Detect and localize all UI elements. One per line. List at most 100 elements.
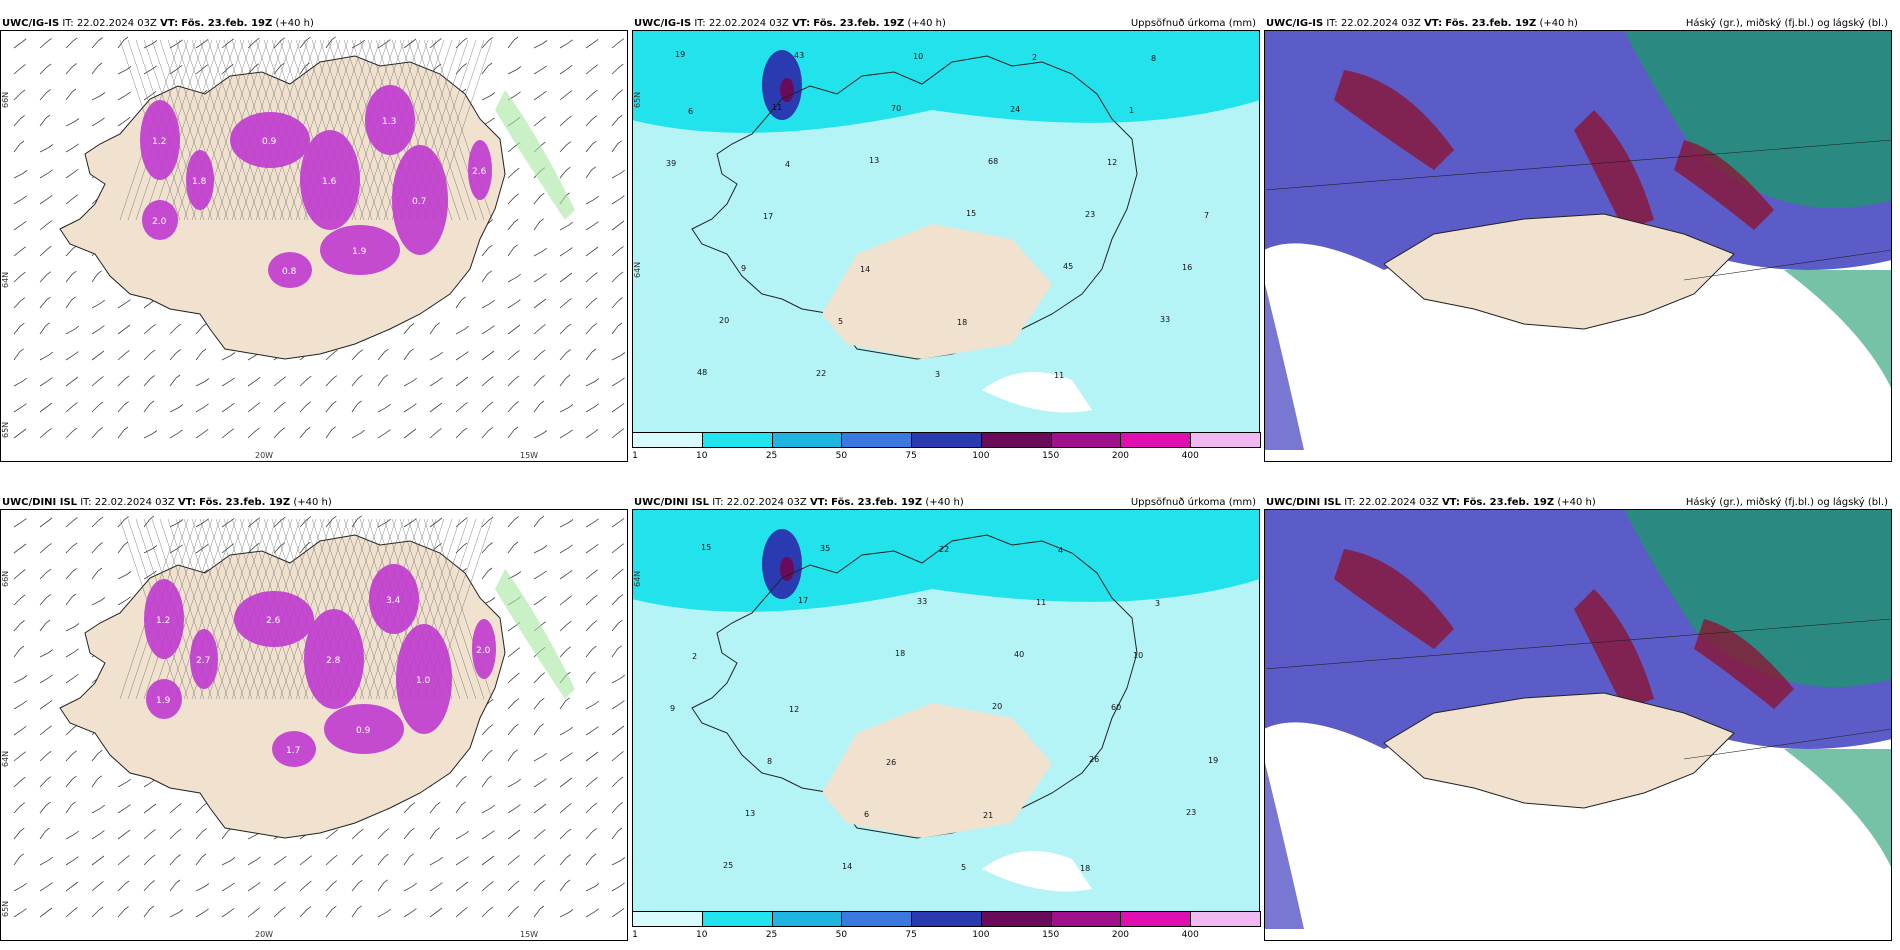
wind-barb bbox=[91, 830, 105, 840]
wind-barb bbox=[169, 374, 181, 387]
wind-barb bbox=[143, 400, 155, 413]
precip-value-label: 5 bbox=[961, 863, 966, 872]
wind-barb bbox=[611, 402, 625, 413]
wind-barb bbox=[507, 723, 519, 736]
wind-barb bbox=[585, 518, 599, 528]
wind-barb bbox=[611, 802, 623, 814]
snow-area bbox=[365, 85, 415, 155]
wind-barb bbox=[585, 543, 599, 554]
wind-barb bbox=[13, 195, 27, 205]
wind-barb bbox=[39, 725, 53, 736]
wind-barb bbox=[559, 620, 572, 632]
no-precip-area bbox=[982, 851, 1092, 892]
wind-barb bbox=[273, 376, 287, 387]
wind-barb bbox=[65, 801, 76, 814]
precip-value-label: 3 bbox=[1155, 599, 1160, 608]
wind-barb bbox=[13, 377, 27, 387]
wind-barb bbox=[611, 543, 625, 554]
high-cloud-area bbox=[1334, 70, 1454, 170]
latitude-label: 64N bbox=[633, 571, 642, 587]
wind-barb bbox=[195, 348, 207, 361]
panel-header: UWC/IG-IS IT: 22.02.2024 03Z VT: Fös. 23… bbox=[634, 18, 946, 29]
wind-barb bbox=[299, 375, 312, 387]
wind-barb bbox=[91, 775, 102, 788]
wind-barb bbox=[481, 855, 495, 866]
legend-label: 1 bbox=[632, 930, 638, 940]
snow-area bbox=[186, 150, 214, 210]
wind-barb bbox=[585, 428, 599, 439]
wind-barb bbox=[403, 802, 416, 814]
precip-value-label: 33 bbox=[1160, 315, 1170, 324]
wind-barb bbox=[117, 401, 129, 413]
map-frame bbox=[1264, 509, 1892, 941]
wind-barb bbox=[39, 619, 51, 632]
iceland-landmass bbox=[1383, 692, 1735, 809]
wind-barb bbox=[39, 63, 52, 75]
legend-swatch bbox=[980, 911, 1052, 927]
wind-barb bbox=[377, 374, 388, 387]
snow-area bbox=[472, 619, 496, 679]
snow-value-label: 2.0 bbox=[152, 217, 167, 227]
wind-barb bbox=[585, 140, 597, 153]
wind-barb bbox=[169, 323, 182, 335]
wind-barb bbox=[13, 170, 28, 179]
wind-barb bbox=[247, 856, 261, 866]
wind-barb bbox=[611, 725, 625, 736]
wind-barb bbox=[559, 519, 574, 528]
wind-barb bbox=[611, 89, 624, 101]
wind-barb bbox=[559, 429, 573, 439]
wind-barb bbox=[221, 38, 235, 49]
hatch-line bbox=[407, 39, 469, 221]
wind-barb bbox=[169, 404, 184, 413]
wind-barb bbox=[169, 879, 181, 892]
wind-barb bbox=[195, 64, 209, 75]
wind-barb bbox=[13, 322, 25, 335]
wind-barb bbox=[195, 908, 209, 918]
wind-barb bbox=[325, 426, 336, 439]
precip-value-label: 22 bbox=[939, 545, 949, 554]
wind-barb bbox=[65, 270, 77, 283]
legend-swatch bbox=[1190, 911, 1261, 927]
wind-barb bbox=[559, 879, 571, 892]
low-cloud-area bbox=[1624, 30, 1892, 209]
wind-barb bbox=[247, 427, 260, 439]
wind-barb bbox=[611, 271, 624, 283]
wind-barb bbox=[507, 273, 521, 283]
precip-value-label: 14 bbox=[860, 265, 870, 274]
high-cloud-area bbox=[1574, 589, 1654, 709]
wind-barb bbox=[351, 828, 364, 840]
legend-label: 200 bbox=[1111, 451, 1130, 461]
wind-barb bbox=[39, 649, 54, 658]
wind-barb bbox=[559, 404, 574, 413]
wind-barb bbox=[169, 803, 182, 814]
wind-barb bbox=[91, 401, 104, 413]
wind-barb bbox=[91, 37, 103, 49]
wind-barb bbox=[117, 541, 129, 554]
wind-barb bbox=[403, 882, 417, 892]
legend-label: 200 bbox=[1111, 930, 1130, 940]
precip-value-label: 11 bbox=[1054, 371, 1064, 380]
high-cloud-area bbox=[1674, 140, 1774, 230]
cloud-map bbox=[1264, 509, 1892, 941]
wind-barb bbox=[143, 905, 155, 918]
wind-barb bbox=[117, 804, 131, 814]
precip-value-label: 6 bbox=[864, 810, 869, 819]
longitude-label: 20W bbox=[255, 451, 273, 460]
wind-barb bbox=[377, 908, 391, 918]
wind-barb bbox=[403, 348, 414, 361]
wind-barb bbox=[559, 323, 572, 335]
wind-barb bbox=[559, 595, 573, 606]
legend-swatch bbox=[1120, 911, 1192, 927]
precip-value-label: 21 bbox=[983, 811, 993, 820]
wind-barb bbox=[299, 906, 312, 918]
wind-barb bbox=[377, 879, 388, 892]
wind-barb bbox=[559, 646, 572, 658]
wind-barb bbox=[299, 541, 311, 554]
wind-barb bbox=[611, 352, 626, 361]
panel-title: Háský (gr.), miðský (fj.bl.) og lágský (… bbox=[1685, 497, 1888, 508]
wind-barb bbox=[507, 401, 519, 413]
wind-barb bbox=[91, 376, 104, 387]
snow-value-label: 1.2 bbox=[156, 616, 170, 626]
wind-barb bbox=[143, 829, 156, 840]
wind-barb bbox=[39, 194, 53, 205]
